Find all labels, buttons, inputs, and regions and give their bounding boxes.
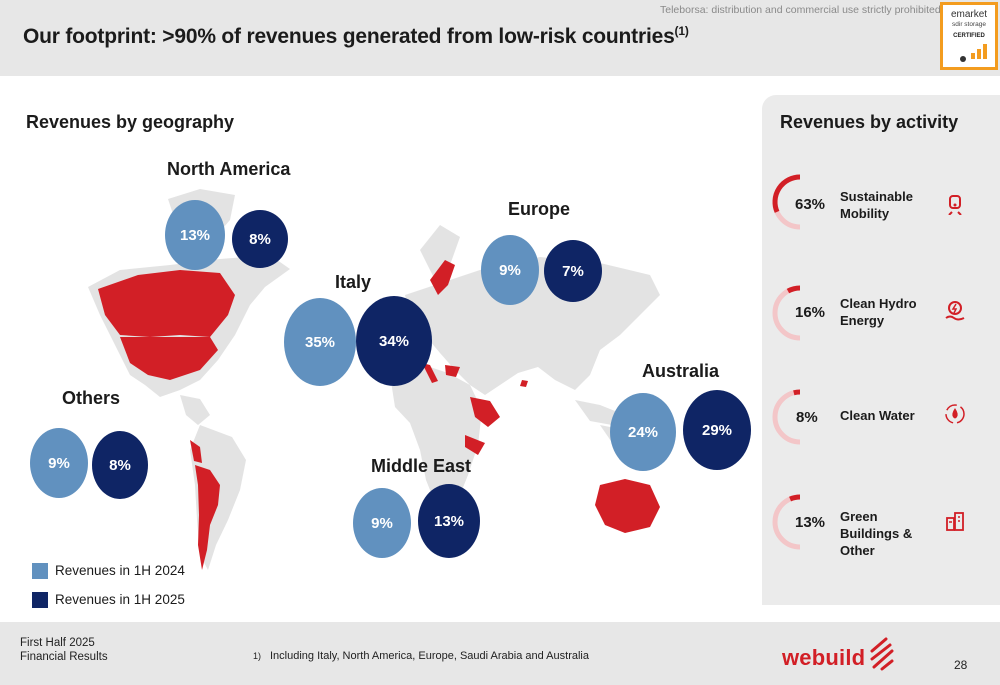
page-number: 28 (954, 658, 968, 672)
region-label-italy: Italy (335, 272, 372, 292)
page-title: Our footprint: >90% of revenues generate… (23, 24, 689, 49)
footnote-text: Including Italy, North America, Europe, … (270, 650, 589, 662)
activity-pct-sustainable-mobility: 63% (795, 196, 826, 213)
bubble-middle-east-2024: 9% (353, 488, 411, 558)
region-label-europe: Europe (508, 199, 571, 219)
buildings-icon (946, 512, 964, 531)
activity-label-sustainable-mobility: Sustainable Mobility (840, 189, 913, 221)
badge-bar-icon (977, 49, 981, 59)
romania-shape (445, 365, 460, 377)
saudi-arabia-shape (470, 397, 500, 427)
train-icon (948, 195, 962, 215)
region-label-north-america: North America (167, 159, 291, 179)
bubble-europe-2024: 9% (481, 235, 539, 305)
webuild-logo-icon (870, 637, 894, 671)
badge-line-1: emarket (950, 9, 988, 20)
webuild-logo-text: webuild (782, 645, 866, 670)
chile-argentina-shape (195, 465, 220, 570)
arc-fill (772, 174, 801, 213)
bubble-australia-2025: 29% (683, 390, 751, 470)
norway-shape (430, 260, 455, 295)
bubble-middle-east-2025: 13% (418, 484, 480, 558)
badge-bar-icon (983, 44, 987, 59)
activity-title: Revenues by activity (780, 112, 959, 132)
activity-label-clean-hydro-energy: Clean Hydro Energy (840, 296, 917, 328)
bubble-italy-2024: 35% (284, 298, 356, 386)
hydro-energy-icon (945, 301, 965, 321)
canada-shape (98, 270, 235, 337)
legend-label-2024: Revenues in 1H 2024 (55, 563, 185, 578)
footprint-countries (98, 260, 660, 570)
activity-pct-clean-hydro-energy: 16% (795, 304, 826, 321)
ethiopia-shape (465, 435, 485, 455)
footer-bar (0, 622, 1000, 685)
central-america-land (180, 395, 210, 425)
title-footnote-marker: (1) (674, 24, 689, 38)
india-shape (520, 380, 528, 387)
bubble-europe-2025: 7% (544, 240, 602, 302)
emarket-certified-badge: emarket sdir storage CERTIFIED (940, 2, 998, 70)
bubble-north-america-2024: 13% (165, 200, 225, 270)
peru-shape (190, 440, 202, 463)
page-title-text: Our footprint: >90% of revenues generate… (23, 25, 675, 48)
activity-label-clean-water: Clean Water (840, 408, 915, 423)
arc-fill (789, 494, 801, 502)
legend-swatch-2024 (32, 563, 48, 579)
activity-arc-clean-water (772, 389, 801, 445)
australia-shape (595, 479, 660, 533)
bubble-others-2025: 8% (92, 431, 148, 499)
southeast-asia-land (575, 400, 620, 425)
activity-arc-clean-hydro-energy (772, 285, 801, 341)
badge-line-2: sdir storage (952, 21, 986, 28)
africa-land (390, 363, 482, 510)
footer-report-name: Financial Results (20, 651, 108, 663)
badge-line-3: CERTIFIED (953, 33, 985, 39)
bubble-north-america-2025: 8% (232, 210, 288, 268)
watermark-text: Teleborsa: distribution and commercial u… (660, 4, 941, 16)
legend-label-2025: Revenues in 1H 2025 (55, 592, 185, 607)
footnote-number: 1) (253, 651, 262, 661)
arc-fill (786, 285, 801, 294)
region-label-middle-east: Middle East (371, 456, 472, 476)
geography-title: Revenues by geography (26, 112, 235, 132)
badge-dot-icon (960, 56, 966, 62)
activity-arc-sustainable-mobility (772, 174, 801, 230)
arc-track (772, 389, 801, 445)
bubble-others-2024: 9% (30, 428, 88, 498)
header-bar (0, 0, 1000, 76)
footer-period: First Half 2025 (20, 637, 95, 649)
eurasia-land (405, 257, 660, 395)
italy-shape (422, 363, 438, 383)
legend-swatch-2025 (32, 592, 48, 608)
bubble-italy-2025: 34% (356, 296, 432, 386)
scandinavia-land (420, 225, 460, 280)
activity-pct-green-buildings: 13% (795, 514, 826, 531)
region-label-australia: Australia (642, 361, 720, 381)
world-map (88, 189, 660, 570)
arc-fill (793, 389, 801, 396)
activity-label-green-buildings: Green Buildings & Other (840, 509, 913, 558)
activity-arc-green-buildings (772, 494, 801, 550)
arc-track (772, 494, 801, 550)
usa-shape (120, 337, 218, 380)
bubble-australia-2024: 24% (610, 393, 676, 471)
water-drop-icon (945, 404, 965, 424)
activity-pct-clean-water: 8% (796, 409, 818, 426)
activity-panel (762, 95, 1000, 605)
badge-bar-icon (971, 53, 975, 59)
region-label-others: Others (62, 388, 121, 408)
